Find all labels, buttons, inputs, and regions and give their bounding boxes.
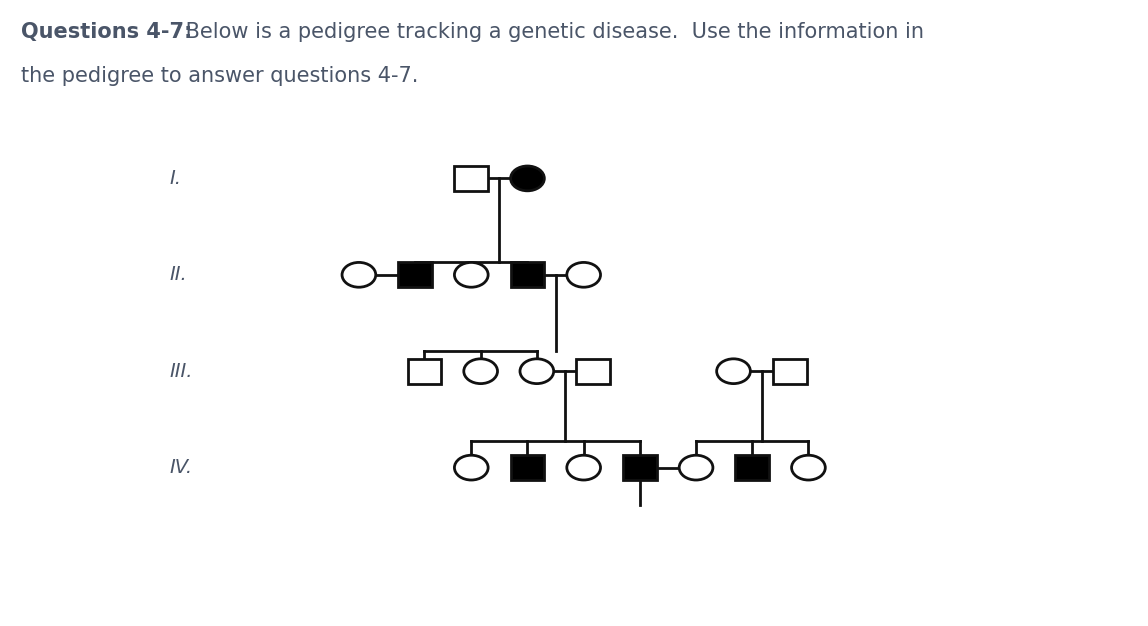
Circle shape xyxy=(342,262,375,287)
Circle shape xyxy=(567,455,600,480)
Circle shape xyxy=(792,455,825,480)
Text: Below is a pedigree tracking a genetic disease.  Use the information in: Below is a pedigree tracking a genetic d… xyxy=(179,22,924,42)
Circle shape xyxy=(716,359,751,384)
FancyBboxPatch shape xyxy=(408,359,441,384)
Circle shape xyxy=(455,455,488,480)
Text: III.: III. xyxy=(170,362,193,381)
Circle shape xyxy=(567,262,600,287)
Circle shape xyxy=(520,359,553,384)
FancyBboxPatch shape xyxy=(576,359,610,384)
FancyBboxPatch shape xyxy=(511,262,544,287)
FancyBboxPatch shape xyxy=(623,455,657,480)
Text: IV.: IV. xyxy=(170,458,193,477)
Text: II.: II. xyxy=(170,265,187,284)
Circle shape xyxy=(511,166,544,191)
Text: I.: I. xyxy=(170,169,181,188)
Text: the pedigree to answer questions 4-7.: the pedigree to answer questions 4-7. xyxy=(21,66,418,86)
FancyBboxPatch shape xyxy=(398,262,432,287)
Circle shape xyxy=(680,455,713,480)
FancyBboxPatch shape xyxy=(511,455,544,480)
FancyBboxPatch shape xyxy=(455,166,488,191)
Text: Questions 4-7:: Questions 4-7: xyxy=(21,22,192,42)
FancyBboxPatch shape xyxy=(773,359,807,384)
Circle shape xyxy=(455,262,488,287)
Circle shape xyxy=(464,359,497,384)
FancyBboxPatch shape xyxy=(736,455,769,480)
